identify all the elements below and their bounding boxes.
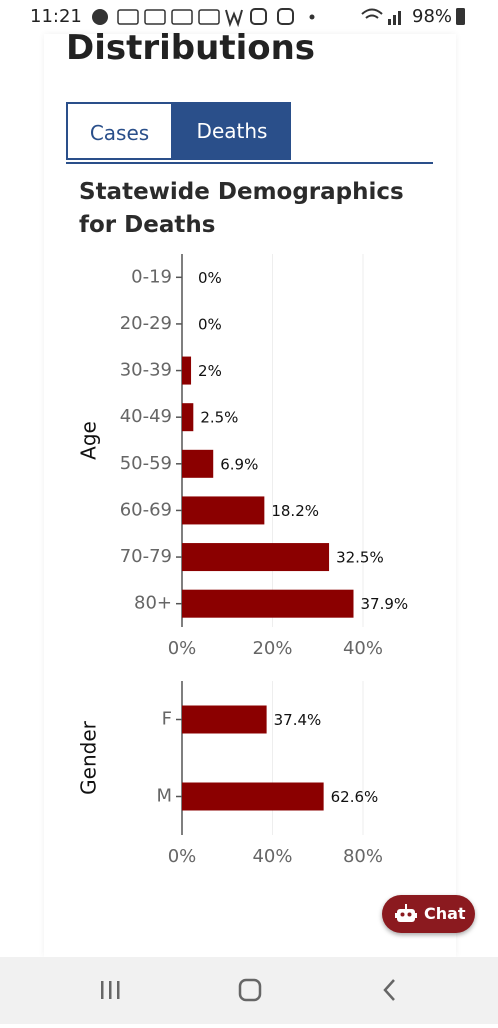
battery: 98% xyxy=(412,6,453,27)
bar xyxy=(182,782,324,811)
charts: 0% 20% 40% Age 0-19 0% 20-29 0% 30-39 2% 40-49 2.5%… xyxy=(77,254,408,867)
x-tick-label: 80% xyxy=(343,846,383,867)
y-tick-label: F xyxy=(162,709,172,730)
y-axis-label: Gender xyxy=(77,720,101,794)
tab[interactable]: Cases xyxy=(66,102,173,160)
y-tick-label: 30-39 xyxy=(120,360,172,381)
x-tick-label: 20% xyxy=(252,638,292,659)
value-label: 2% xyxy=(198,362,222,380)
y-tick-label: M xyxy=(156,786,172,807)
status-bar: 11:21 98% xyxy=(0,0,498,34)
y-tick-label: 40-49 xyxy=(120,406,172,427)
y-tick-label: 80+ xyxy=(134,593,172,614)
value-label: 32.5% xyxy=(336,549,384,567)
y-tick-label: 20-29 xyxy=(120,313,172,334)
bar xyxy=(182,589,354,618)
value-label: 37.9% xyxy=(360,595,408,613)
bar xyxy=(182,356,192,385)
value-label: 2.5% xyxy=(200,409,238,427)
x-tick-label: 40% xyxy=(343,638,383,659)
x-tick-label: 0% xyxy=(168,846,197,867)
home-button[interactable] xyxy=(238,978,262,1002)
x-tick-label: 0% xyxy=(168,638,197,659)
page-title: Distributions xyxy=(66,28,316,68)
nav-icons xyxy=(101,978,395,1002)
value-label: 0% xyxy=(198,315,222,333)
navigation-bar xyxy=(0,957,498,1024)
clock: 11:21 xyxy=(30,6,82,27)
tab-selected[interactable]: Deaths xyxy=(173,102,291,160)
status-icons xyxy=(92,8,465,28)
y-axis-label: Age xyxy=(77,421,101,460)
back-button[interactable] xyxy=(383,979,395,1001)
chat-label: Chat xyxy=(424,904,466,923)
recent-apps-button[interactable] xyxy=(101,981,120,999)
y-tick-label: 60-69 xyxy=(120,499,172,520)
bar xyxy=(182,705,267,734)
value-label: 37.4% xyxy=(274,711,322,729)
robot-icon xyxy=(395,904,417,922)
value-label: 18.2% xyxy=(271,502,319,520)
bar xyxy=(182,496,265,525)
bar xyxy=(182,543,330,572)
value-label: 62.6% xyxy=(331,788,379,806)
chart-heading: Statewide Demographics for Deaths xyxy=(79,179,404,238)
value-label: 0% xyxy=(198,269,222,287)
y-tick-label: 50-59 xyxy=(120,453,172,474)
tab-bar: Cases Deaths xyxy=(66,102,433,164)
x-tick-label: 40% xyxy=(252,846,292,867)
y-tick-label: 70-79 xyxy=(120,546,172,567)
bar xyxy=(182,449,214,478)
chat-button[interactable]: Chat xyxy=(382,895,475,933)
y-tick-label: 0-19 xyxy=(131,266,172,287)
value-label: 6.9% xyxy=(220,455,258,473)
bar xyxy=(182,403,194,432)
